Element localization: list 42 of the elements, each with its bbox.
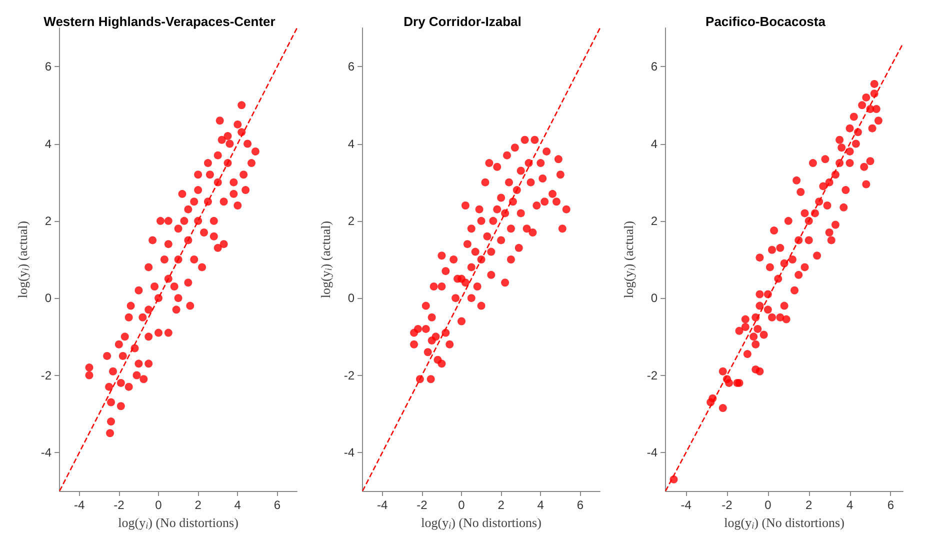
x-tick-label: 2	[194, 498, 202, 512]
x-tick-label: -4	[680, 498, 692, 512]
y-tick-label: 4	[44, 136, 52, 151]
x-tick-label: 0	[458, 498, 466, 512]
x-tick-label: 2	[498, 498, 505, 512]
chart-title: Western Highlands-Verapaces-Center	[44, 14, 276, 29]
y-tick-label: 0	[348, 291, 355, 306]
x-tick-label: 4	[537, 498, 544, 512]
x-tick-label: -2	[416, 498, 428, 512]
chart-title: Pacifico-Bocacosta	[706, 14, 826, 29]
y-tick-label: 0	[650, 291, 658, 306]
x-tick-label: -4	[74, 498, 86, 512]
x-tick-label: 0	[764, 498, 772, 512]
y-tick-label: 2	[650, 214, 658, 228]
y-tick-label: 4	[348, 136, 355, 151]
y-tick-label: -2	[646, 368, 658, 382]
x-tick-label: 0	[155, 498, 162, 512]
x-tick-label: 4	[846, 498, 854, 512]
y-tick-label: -2	[344, 368, 355, 382]
x-tick-label: -2	[114, 498, 125, 512]
y-tick-label: 2	[348, 214, 355, 228]
y-tick-label: 0	[44, 291, 52, 306]
x-tick-label: -4	[377, 498, 388, 512]
x-tick-label: -2	[722, 498, 733, 512]
x-tick-label: 4	[234, 498, 242, 512]
y-tick-label: -2	[40, 368, 52, 382]
x-tick-label: 6	[576, 498, 584, 512]
y-tick-label: 6	[650, 60, 658, 74]
y-axis-title: log(yi) (actual)	[15, 220, 30, 298]
y-tick-label: 6	[348, 60, 355, 74]
y-axis-title: log(yi) (actual)	[621, 220, 636, 298]
y-tick-label: 2	[44, 214, 52, 228]
chart-title: Dry Corridor-Izabal	[404, 14, 522, 29]
y-tick-label: -4	[646, 445, 658, 460]
y-tick-label: 6	[44, 60, 52, 74]
y-tick-label: 4	[650, 136, 658, 151]
y-tick-label: -4	[40, 445, 52, 460]
x-tick-label: 2	[806, 498, 813, 512]
y-axis-title: log(yi) (actual)	[318, 220, 334, 298]
x-tick-label: 6	[887, 498, 894, 512]
x-tick-label: 6	[274, 498, 281, 512]
y-tick-label: -4	[344, 445, 355, 460]
